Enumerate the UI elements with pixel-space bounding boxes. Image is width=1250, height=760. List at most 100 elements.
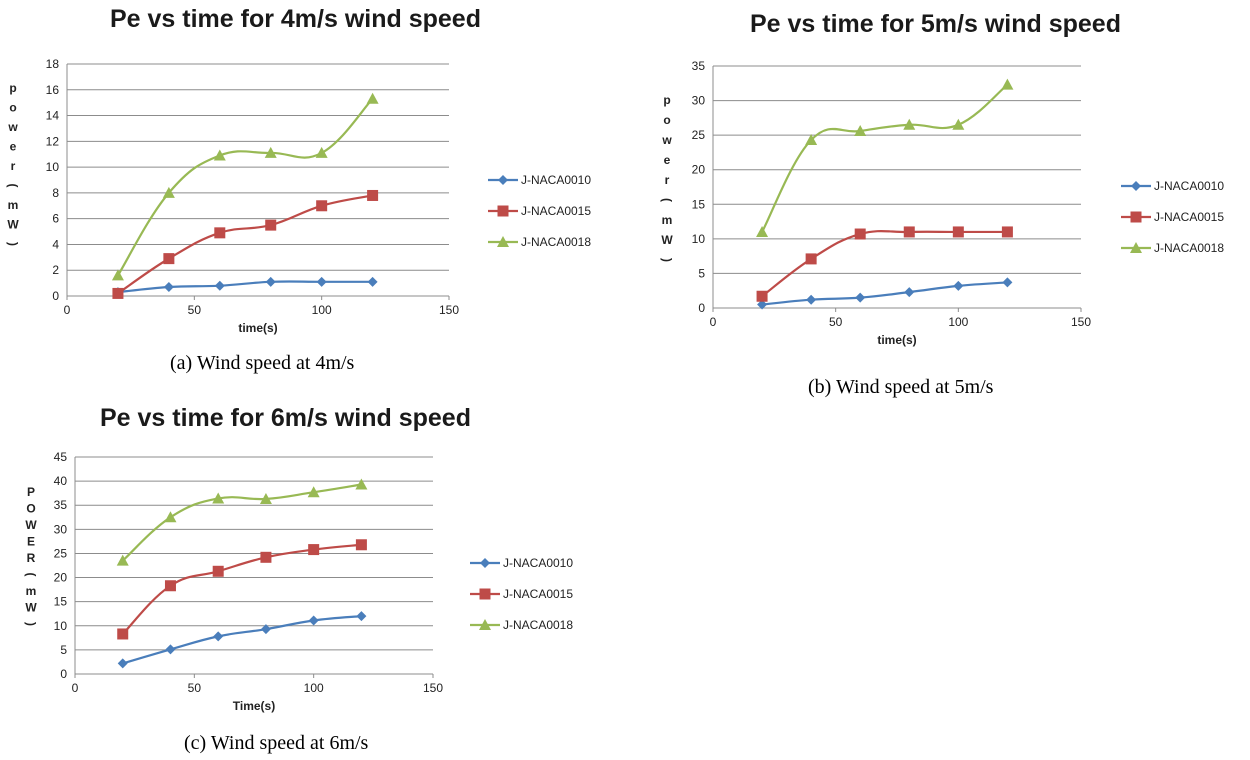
c-ytick-label-0: 0 bbox=[60, 667, 67, 681]
b-legend-marker-1 bbox=[1130, 211, 1142, 223]
b-series-1-point-5 bbox=[1001, 226, 1013, 238]
a-series-0-point-5 bbox=[367, 276, 378, 287]
b-series-line-1 bbox=[761, 230, 1008, 298]
a-series-line-2 bbox=[116, 98, 374, 276]
chart-title-a: Pe vs time for 4m/s wind speed bbox=[110, 5, 481, 33]
a-y-axis-title-char-5: ( bbox=[6, 184, 20, 188]
c-series-1-point-1 bbox=[164, 580, 176, 592]
a-series-1-point-4 bbox=[316, 200, 328, 212]
c-series-line-1 bbox=[121, 543, 362, 635]
b-y-axis-title-char-3: e bbox=[664, 153, 671, 167]
b-y-axis-title-char-0: p bbox=[663, 93, 670, 107]
b-series-1-point-4 bbox=[952, 226, 964, 238]
c-series-0-point-4 bbox=[308, 615, 319, 626]
a-series-1-point-5 bbox=[367, 189, 379, 201]
c-series-1-point-5 bbox=[355, 539, 367, 551]
caption-c: (c) Wind speed at 6m/s bbox=[184, 732, 369, 754]
b-ytick-label-7: 35 bbox=[692, 59, 706, 73]
c-legend-label-2: J-NACA0018 bbox=[503, 618, 573, 632]
a-y-axis-title-char-3: e bbox=[10, 140, 17, 154]
b-series-1-point-2 bbox=[854, 228, 866, 240]
b-series-0-point-0 bbox=[757, 299, 768, 310]
a-series-2-point-0 bbox=[111, 269, 124, 281]
c-series-1-point-2 bbox=[212, 565, 224, 577]
a-series-1-point-2 bbox=[214, 227, 226, 239]
a-series-1-point-3 bbox=[265, 219, 277, 231]
c-x-axis-title: Time(s) bbox=[233, 699, 275, 713]
c-series-2-point-1 bbox=[164, 511, 177, 523]
a-xtick-label-3: 150 bbox=[439, 303, 459, 317]
b-xtick-label-2: 100 bbox=[948, 315, 968, 329]
c-xtick-label-3: 150 bbox=[423, 681, 443, 695]
c-y-axis-title-char-6: m bbox=[26, 584, 37, 598]
c-xtick-label-1: 50 bbox=[188, 681, 202, 695]
c-series-2-point-5 bbox=[355, 478, 368, 490]
b-y-axis-title-char-5: ( bbox=[660, 198, 674, 202]
a-ytick-label-8: 16 bbox=[46, 83, 60, 97]
b-series-1-point-0 bbox=[756, 290, 768, 302]
b-legend-label-2: J-NACA0018 bbox=[1154, 241, 1224, 255]
a-legend-label-2: J-NACA0018 bbox=[521, 235, 591, 249]
c-series-line-2 bbox=[121, 483, 362, 562]
c-legend-marker-0 bbox=[480, 558, 490, 568]
c-legend-marker-2 bbox=[479, 619, 491, 630]
a-y-axis-title-char-7: W bbox=[7, 218, 19, 232]
c-series-line-0 bbox=[122, 615, 362, 665]
c-y-axis-title-char-7: W bbox=[25, 601, 37, 615]
b-series-0-point-5 bbox=[1002, 277, 1013, 288]
c-ytick-label-3: 15 bbox=[54, 595, 68, 609]
c-series-0-point-1 bbox=[165, 644, 176, 655]
a-series-1-point-0 bbox=[112, 287, 124, 299]
c-y-axis-title-char-2: W bbox=[25, 518, 37, 532]
c-legend-marker-1 bbox=[479, 588, 491, 600]
b-series-2-point-5 bbox=[1001, 78, 1014, 90]
a-series-0-point-1 bbox=[163, 281, 174, 292]
a-y-axis-title-char-4: r bbox=[11, 159, 16, 173]
a-xtick-label-0: 0 bbox=[64, 303, 71, 317]
c-ytick-label-9: 45 bbox=[54, 450, 68, 464]
b-ytick-label-1: 5 bbox=[698, 266, 705, 280]
c-ytick-label-4: 20 bbox=[54, 571, 68, 585]
b-series-line-0 bbox=[761, 281, 1008, 306]
c-series-0-point-2 bbox=[213, 631, 224, 642]
a-legend-marker-1 bbox=[497, 205, 509, 217]
c-y-axis-title-char-3: E bbox=[27, 535, 35, 549]
b-series-0-point-1 bbox=[806, 294, 817, 305]
a-y-axis-title-char-0: p bbox=[9, 81, 16, 95]
b-legend-label-0: J-NACA0010 bbox=[1154, 179, 1224, 193]
a-ytick-label-6: 12 bbox=[46, 134, 60, 148]
a-series-2-point-3 bbox=[264, 146, 277, 158]
b-y-axis-title-char-1: o bbox=[663, 113, 670, 127]
a-xtick-label-2: 100 bbox=[312, 303, 332, 317]
b-series-line-2 bbox=[761, 83, 1009, 233]
c-xtick-label-0: 0 bbox=[72, 681, 79, 695]
c-legend-label-1: J-NACA0015 bbox=[503, 587, 573, 601]
b-ytick-label-5: 25 bbox=[692, 128, 706, 142]
a-ytick-label-0: 0 bbox=[52, 289, 59, 303]
a-ytick-label-7: 14 bbox=[46, 109, 60, 123]
caption-b: (b) Wind speed at 5m/s bbox=[808, 376, 994, 398]
b-series-0-point-2 bbox=[855, 292, 866, 303]
b-legend-marker-0 bbox=[1131, 181, 1141, 191]
b-xtick-label-0: 0 bbox=[710, 315, 717, 329]
b-ytick-label-2: 10 bbox=[692, 232, 706, 246]
a-series-2-point-5 bbox=[366, 92, 379, 104]
b-y-axis-title-char-7: W bbox=[661, 233, 673, 247]
c-series-0-point-0 bbox=[117, 658, 128, 669]
c-y-axis-title-char-0: P bbox=[27, 485, 35, 499]
b-series-1-point-3 bbox=[903, 226, 915, 238]
c-series-2-point-4 bbox=[307, 486, 320, 498]
chart-title-c: Pe vs time for 6m/s wind speed bbox=[100, 404, 471, 432]
b-xtick-label-3: 150 bbox=[1071, 315, 1091, 329]
c-series-2-point-3 bbox=[259, 492, 272, 504]
b-xtick-label-1: 50 bbox=[829, 315, 843, 329]
c-series-2-point-0 bbox=[116, 554, 129, 566]
c-series-1-point-0 bbox=[117, 628, 129, 640]
c-xtick-label-2: 100 bbox=[304, 681, 324, 695]
b-ytick-label-6: 30 bbox=[692, 94, 706, 108]
c-y-axis-title-char-1: O bbox=[26, 502, 35, 516]
a-ytick-label-4: 8 bbox=[52, 186, 59, 200]
